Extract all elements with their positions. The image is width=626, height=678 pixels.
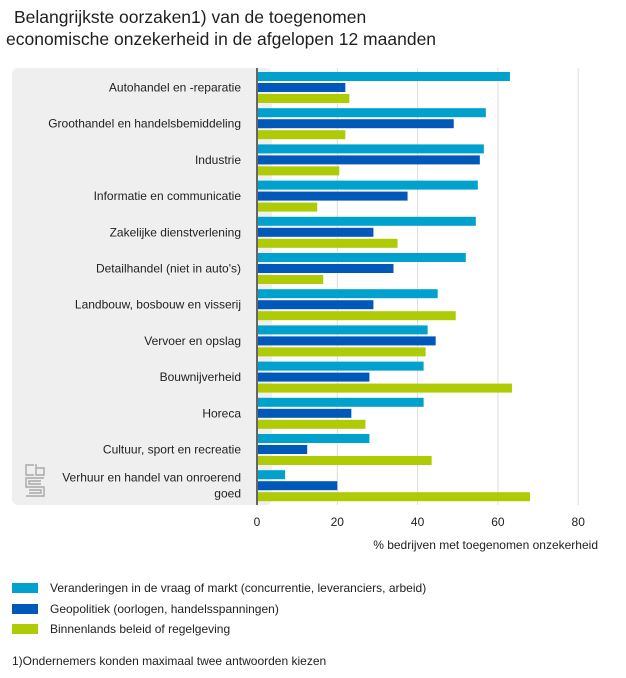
bar [257, 119, 454, 129]
legend: Veranderingen in de vraag of markt (conc… [12, 578, 426, 640]
bar [257, 144, 484, 154]
bar [257, 481, 338, 491]
category-label-panel [12, 68, 272, 505]
bar [257, 94, 350, 103]
bar [257, 264, 394, 273]
x-tick-labels: 0 20 40 60 80 [254, 515, 586, 529]
bar [257, 492, 531, 502]
footnote: 1)Ondernemers konden maximaal twee antwo… [12, 654, 327, 668]
bar [257, 347, 426, 357]
bar [257, 72, 510, 81]
bar [257, 470, 286, 480]
bar [257, 191, 408, 201]
category-label: Verhuur en handel van onroerend goed [62, 471, 241, 501]
bar [257, 408, 352, 418]
legend-item-beleid: Binnenlands beleid of regelgeving [12, 619, 426, 640]
bar [257, 202, 318, 212]
category-label: Horeca [202, 406, 241, 420]
category-label: Groothandel en handelsbemiddeling [48, 117, 241, 131]
bar [257, 397, 424, 407]
bar-chart: Autohandel en -reparatie Groothandel en h… [48, 68, 598, 552]
bar [257, 108, 486, 118]
gridlines [336, 68, 579, 505]
legend-label-markt: Veranderingen in de vraag of markt (conc… [50, 581, 427, 596]
bar [257, 445, 308, 454]
bar [257, 130, 346, 140]
chart-title: Belangrijkste oorzaken1) van de toegenom… [6, 6, 436, 50]
category-label: Detailhandel (niet in auto's) [96, 262, 241, 276]
legend-swatch-markt [12, 583, 38, 594]
bar [257, 180, 478, 190]
legend-label-geopolitiek: Geopolitiek (oorlogen, handelsspanningen… [50, 601, 279, 616]
x-axis-title: % bedrijven met toegenomen onzekerheid [373, 538, 598, 552]
legend-item-markt: Veranderingen in de vraag of markt (conc… [12, 578, 426, 599]
category-label: Landbouw, bosbouw en visserij [75, 298, 241, 312]
category-label: Zakelijke dienstverlening [110, 225, 241, 239]
bar [257, 419, 366, 429]
bar [257, 311, 456, 321]
bar [257, 166, 340, 176]
chart-title-line-1: Belangrijkste oorzaken1) van de toegenom… [14, 7, 367, 27]
category-label: Informatie en communicatie [94, 189, 242, 203]
cbs-logo-icon [25, 464, 45, 497]
category-label: Industrie [195, 153, 241, 167]
bar [257, 456, 432, 465]
bar [257, 372, 370, 382]
bar [257, 289, 438, 299]
x-tick-label: 80 [572, 515, 586, 529]
x-tick-label: 60 [491, 515, 505, 529]
bar [257, 361, 424, 371]
chart-title-line-2: economische onzekerheid in de afgelopen … [6, 29, 437, 49]
legend-label-beleid: Binnenlands beleid of regelgeving [50, 622, 231, 637]
bar [257, 155, 480, 165]
category-label: Bouwnijverheid [160, 370, 241, 384]
bar [257, 216, 476, 226]
legend-swatch-beleid [12, 624, 38, 635]
legend-swatch-geopolitiek [12, 603, 38, 614]
bar [257, 336, 436, 346]
bar [257, 253, 466, 262]
bars [257, 72, 531, 502]
category-label: Cultuur, sport en recreatie [103, 443, 241, 457]
bar [257, 275, 324, 284]
bar [257, 383, 512, 393]
bar [257, 434, 370, 443]
bar [257, 325, 428, 335]
x-tick-label: 40 [411, 515, 425, 529]
category-label: Autohandel en -reparatie [109, 81, 241, 95]
category-label: Vervoer en opslag [144, 334, 241, 348]
x-tick-label: 20 [331, 515, 345, 529]
x-tick-label: 0 [254, 515, 261, 529]
bar [257, 300, 374, 310]
category-labels: Autohandel en -reparatie Groothandel en h… [48, 81, 241, 501]
bar [257, 238, 398, 248]
legend-item-geopolitiek: Geopolitiek (oorlogen, handelsspanningen… [12, 599, 426, 620]
bar [257, 227, 374, 237]
bar [257, 83, 346, 92]
